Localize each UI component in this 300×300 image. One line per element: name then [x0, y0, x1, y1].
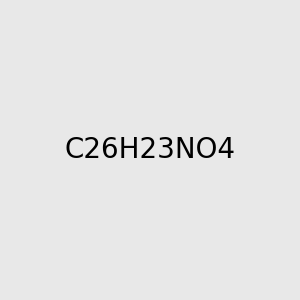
Text: C26H23NO4: C26H23NO4 — [64, 136, 236, 164]
